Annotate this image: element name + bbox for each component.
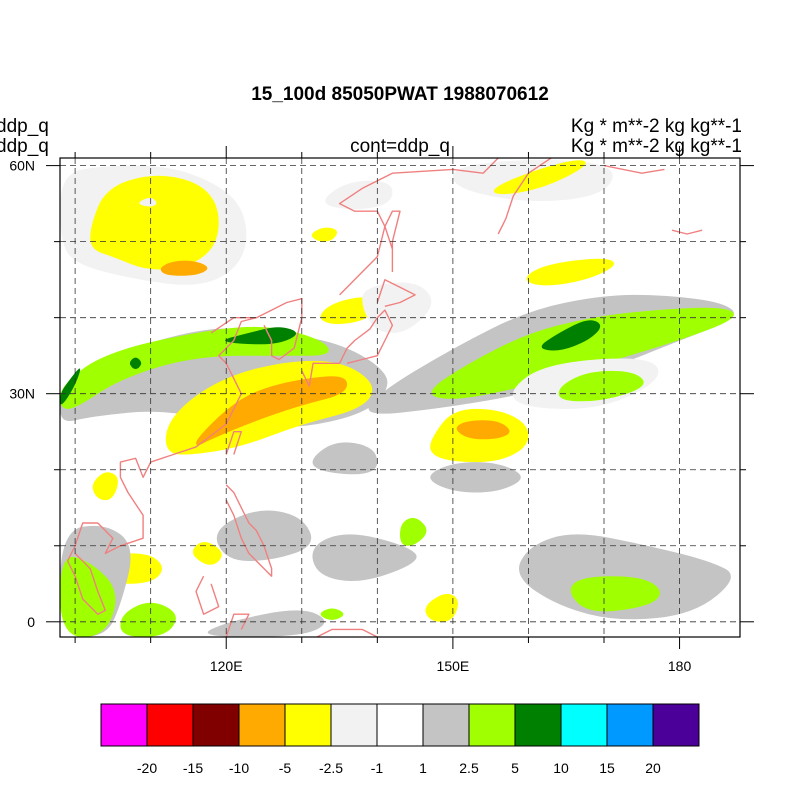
colorbar-label: 15 (599, 760, 615, 776)
colorbar-box-4 (284, 703, 332, 747)
colorbar-box-10 (560, 703, 608, 747)
coastline-3 (376, 279, 416, 307)
colorbar-box-8 (468, 703, 516, 747)
left-string-1: ddp_q (0, 116, 49, 137)
contour-region-33 (192, 542, 222, 565)
coastline-7 (225, 431, 243, 455)
contour-region-23 (312, 442, 378, 475)
colorbar-label: -1 (371, 760, 384, 776)
contour-region-30 (425, 593, 458, 622)
colorbar-box-3 (238, 703, 286, 747)
contour-region-22 (456, 420, 510, 440)
units-string-1: Kg * m**-2 kg kg**-1 (570, 116, 742, 137)
contour-region-2 (139, 197, 157, 207)
contour-region-12 (129, 357, 142, 369)
colorbar-label: 2.5 (459, 760, 479, 776)
colorbar-label: -20 (137, 760, 157, 776)
colorbar-box-12 (652, 703, 700, 747)
center-string: cont=ddp_q (350, 136, 450, 157)
contour-region-3 (160, 260, 208, 276)
coastline-8 (225, 484, 273, 577)
contour-region-11 (60, 368, 81, 405)
contour-region-1 (90, 175, 219, 270)
coastline-0 (66, 317, 258, 615)
contour-region-27 (216, 510, 312, 561)
coastline-5 (338, 158, 499, 296)
colorbar-box-6 (376, 703, 424, 747)
contour-region-7 (311, 227, 338, 242)
colorbar-label: -2.5 (319, 760, 343, 776)
y-tick-label: 0 (27, 614, 35, 630)
colorbar-label: 10 (553, 760, 569, 776)
colorbar-box-5 (330, 703, 378, 747)
colorbar-label: 5 (511, 760, 519, 776)
coastline-13 (603, 164, 665, 174)
contour-region-40 (320, 608, 344, 620)
contour-region-37 (60, 556, 116, 637)
left-string-2: ddp_q (0, 136, 49, 157)
colorbar-label: 20 (645, 760, 661, 776)
colorbar-box-1 (146, 703, 194, 747)
x-tick-label: 180 (668, 658, 692, 674)
coastline-1 (256, 298, 303, 361)
contour-region-15 (196, 376, 348, 445)
y-tick-label: 30N (9, 386, 35, 402)
contour-region-38 (120, 602, 176, 637)
coastline-4 (384, 210, 401, 272)
x-tick-label: 120E (210, 658, 243, 674)
coastline-2 (301, 309, 394, 387)
colorbar-label: -15 (183, 760, 203, 776)
x-tick-label: 150E (437, 658, 470, 674)
contour-region-6 (493, 160, 586, 195)
contour-region-32 (92, 472, 118, 501)
colorbar-label: -5 (279, 760, 292, 776)
chart-title: 15_100d 85050PWAT 1988070612 (251, 84, 549, 105)
coastline-6 (497, 158, 552, 235)
contour-region-25 (400, 517, 427, 546)
units-string-2: Kg * m**-2 kg kg**-1 (570, 136, 742, 157)
coastline-10 (316, 628, 378, 637)
colorbar-label: -10 (229, 760, 249, 776)
contour-region-10 (60, 326, 329, 409)
coastline-12 (671, 229, 703, 235)
contour-region-13 (225, 327, 297, 345)
contour-region-8 (526, 258, 615, 286)
colorbar-box-0 (100, 703, 148, 747)
colorbar-box-9 (514, 703, 562, 747)
contour-region-29 (570, 576, 660, 612)
contour-region-18 (541, 320, 601, 351)
colorbar-box-2 (192, 703, 240, 747)
contour-region-17 (431, 307, 734, 399)
colorbar-box-11 (606, 703, 654, 747)
colorbar-label: 1 (419, 760, 427, 776)
y-tick-label: 60N (9, 158, 35, 174)
contour-region-39 (207, 610, 325, 637)
colorbar-box-7 (422, 703, 470, 747)
coastline-9 (195, 575, 220, 615)
plot-frame (59, 157, 741, 638)
